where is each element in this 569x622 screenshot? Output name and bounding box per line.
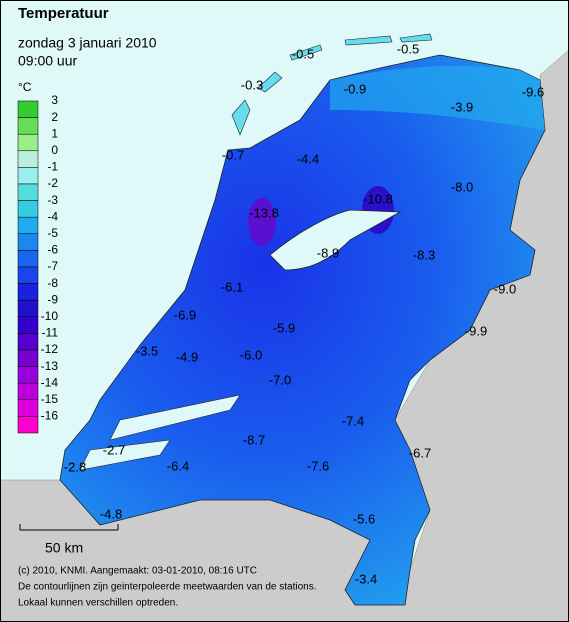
legend-swatch — [17, 299, 39, 318]
legend-swatch — [17, 416, 39, 434]
legend-label: -8 — [47, 276, 58, 290]
legend-label: -2 — [47, 176, 58, 190]
station-value: -6.7 — [409, 445, 431, 460]
legend-label: 1 — [51, 126, 58, 140]
legend-swatch — [17, 266, 39, 284]
legend-swatch — [17, 333, 39, 351]
station-value: -7.6 — [307, 458, 329, 473]
legend-label: -7 — [47, 259, 58, 273]
legend-swatch — [17, 117, 39, 135]
station-value: -3.9 — [451, 99, 473, 114]
legend-label: -12 — [41, 342, 59, 356]
legend-swatch — [17, 349, 39, 367]
station-value: -3.4 — [355, 571, 377, 586]
legend-label: -10 — [41, 309, 59, 323]
station-value: -2.7 — [103, 442, 125, 457]
legend-swatch — [17, 167, 39, 185]
station-value: -9.9 — [465, 323, 487, 338]
stations: -0.5 -0.5 -0.3 -0.9 -9.6 -3.9 -0.7 -4.4 -8.0 -13.… — [64, 41, 544, 586]
legend-label: 2 — [51, 110, 58, 124]
legend-label: -3 — [47, 193, 58, 207]
legend-swatch — [17, 200, 39, 218]
legend-label: 3 — [51, 93, 58, 107]
station-value: -5.9 — [273, 320, 295, 335]
legend-swatch — [17, 133, 39, 152]
legend-swatch — [17, 399, 39, 417]
legend-label: -4 — [47, 209, 58, 223]
station-value: -6.0 — [240, 347, 262, 362]
station-value: -9.0 — [494, 281, 516, 296]
legend-label: -13 — [41, 359, 59, 373]
legend-swatch — [17, 150, 39, 168]
legend-swatch — [17, 183, 39, 201]
legend-swatch — [17, 382, 39, 401]
title: Temperatuur — [18, 5, 109, 22]
legend-swatch — [17, 366, 39, 384]
legend-swatch — [17, 316, 39, 334]
legend-label: -6 — [47, 243, 58, 257]
legend-label: -1 — [47, 160, 58, 174]
islands — [231, 33, 433, 136]
legend-unit: °C — [18, 80, 32, 94]
station-value: -5.6 — [353, 511, 375, 526]
station-value: -6.1 — [221, 279, 243, 294]
date: zondag 3 januari 2010 — [18, 35, 157, 51]
station-value: -4.8 — [100, 506, 122, 521]
contour-north — [330, 65, 545, 130]
station-value: -0.3 — [241, 77, 263, 92]
time: 09:00 uur — [18, 53, 77, 69]
footer-line: De contourlijnen zijn geinterpoleerde me… — [18, 582, 317, 593]
legend-label: -15 — [41, 392, 59, 406]
station-value: -6.9 — [174, 307, 196, 322]
footer-line: Lokaal kunnen verschillen optreden. — [18, 598, 178, 609]
station-value: -8.7 — [243, 432, 265, 447]
station-value: -0.5 — [292, 46, 314, 61]
legend-label: -16 — [41, 409, 59, 423]
footer-line: (c) 2010, KNMI. Aangemaakt: 03-01-2010, … — [18, 566, 257, 577]
ijsselmeer — [269, 209, 402, 271]
station-value: -7.4 — [342, 413, 364, 428]
legend-label: -9 — [47, 292, 58, 306]
station-value: -8.9 — [317, 245, 339, 260]
station-value: -10.8 — [363, 191, 393, 206]
station-value: -7.0 — [269, 372, 291, 387]
station-value: -4.4 — [297, 151, 319, 166]
station-value: -4.9 — [176, 349, 198, 364]
station-value: -9.6 — [522, 84, 544, 99]
station-value: -8.3 — [413, 247, 435, 262]
legend-swatch — [17, 216, 39, 235]
station-value: -8.0 — [451, 179, 473, 194]
station-value: -0.5 — [397, 41, 419, 56]
cold-spot — [248, 198, 276, 246]
station-value: -2.8 — [64, 459, 86, 474]
legend-swatch — [17, 283, 39, 301]
station-value: -13.8 — [249, 205, 279, 220]
scale-label: 50 km — [45, 540, 83, 556]
station-value: -6.4 — [167, 458, 189, 473]
legend-label: 0 — [51, 143, 58, 157]
legend-label: -5 — [47, 226, 58, 240]
legend-swatch — [17, 233, 39, 251]
delta-water — [79, 394, 241, 471]
station-value: -0.7 — [222, 147, 244, 162]
netherlands — [59, 54, 546, 606]
legend: 3 2 1 0 -1 -2 -3 -4 -5 -6 -7 -8 -9 -10 -11 -12 -13 -14 -15… — [17, 93, 59, 434]
station-value: -0.9 — [344, 81, 366, 96]
station-value: -3.5 — [136, 343, 158, 358]
legend-swatch — [17, 250, 39, 268]
legend-swatch — [17, 100, 39, 118]
legend-label: -11 — [42, 326, 59, 340]
legend-label: -14 — [41, 375, 59, 389]
